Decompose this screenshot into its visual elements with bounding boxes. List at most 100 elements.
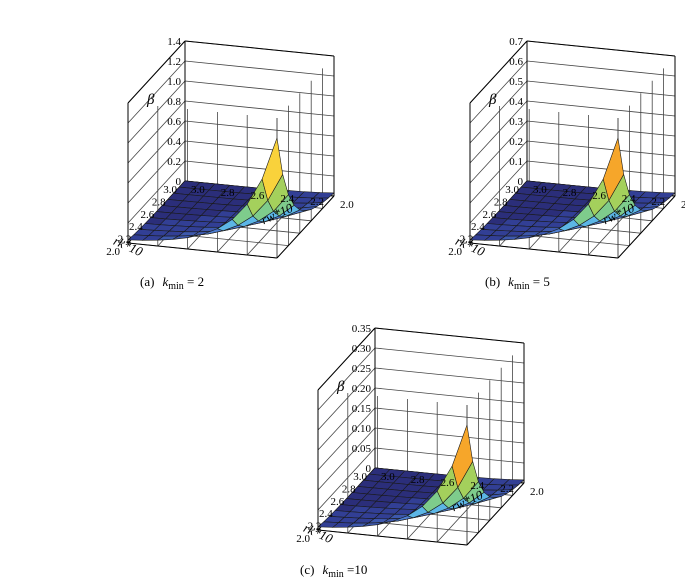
z-axis-label: β [146,92,155,108]
z-tick-label: 0.6 [509,56,523,68]
y-tick-label: 2.4 [622,193,636,205]
x-tick-label: 2.2 [308,521,322,533]
x-tick-label: 2.4 [319,508,333,520]
grid-line [317,367,376,431]
axis-line [317,327,376,391]
surface-patch [261,137,284,202]
z-tick-label: 0 [518,176,524,188]
grid-line [374,407,525,424]
axis-line [184,40,335,57]
caption-variable: k [162,274,168,289]
z-axis-label: β [488,92,497,108]
grid-line [127,140,186,204]
y-tick-label: 2.4 [280,193,294,205]
axis-line [127,40,186,104]
z-tick-label: 0.7 [509,36,523,48]
z-tick-label: 0.20 [352,383,372,395]
grid-line [469,60,528,124]
panel-caption: (c) kmin =10 [300,562,367,579]
z-tick-label: 0.1 [509,156,523,168]
caption-subscript: min [328,569,344,579]
grid-line [469,120,528,184]
x-tick-label: 3.0 [163,184,177,196]
grid-line [469,80,528,144]
z-tick-label: 0 [366,463,372,475]
panel-c: 00.050.100.150.200.250.300.352.02.02.22.… [296,323,544,579]
x-tick-label: 2.4 [129,221,143,233]
z-tick-label: 0.2 [509,136,523,148]
z-tick-label: 0.3 [509,116,523,128]
caption-variable: k [322,562,328,577]
surface-patch [602,137,625,202]
z-tick-label: 1.4 [167,36,181,48]
grid-line [184,160,335,177]
grid-line [127,120,186,184]
z-tick-label: 1.2 [167,56,181,68]
x-tick-label: 2.2 [118,234,132,246]
x-tick-label: 2.0 [106,246,120,258]
z-tick-label: 0.2 [167,156,181,168]
x-tick-label: 2.2 [460,234,474,246]
axis-line [469,242,619,259]
z-tick-label: 0.35 [352,323,372,335]
grid-line [184,60,335,77]
z-tick-label: 0.4 [509,96,523,108]
y-tick-label: 3.0 [191,184,205,196]
grid-line [526,100,676,117]
y-tick-label: 2.2 [500,483,514,495]
grid-line [469,100,528,164]
y-tick-label: 2.0 [681,199,685,211]
x-tick-label: 2.8 [342,483,356,495]
x-tick-label: 3.0 [505,184,519,196]
grid-line [127,100,186,164]
x-tick-label: 2.0 [448,246,462,258]
grid-line [317,387,376,451]
x-tick-label: 2.6 [330,496,344,508]
y-tick-label: 3.0 [381,471,395,483]
grid-line [317,407,376,471]
caption-value: = 5 [530,274,550,289]
grid-line [184,120,335,137]
grid-line [374,347,525,364]
z-tick-label: 0.8 [167,96,181,108]
grid-line [526,120,676,137]
z-tick-label: 0.10 [352,423,372,435]
axis-line [127,242,278,259]
caption-value: =10 [344,562,368,577]
z-tick-label: 0.4 [167,136,181,148]
grid-line [127,80,186,144]
axis-line [469,40,528,104]
surface-patch [451,424,474,489]
caption-value: = 2 [184,274,204,289]
panel-caption: (a) kmin = 2 [140,274,204,292]
grid-line [184,100,335,117]
grid-line [526,140,676,157]
x-tick-label: 2.8 [152,196,166,208]
grid-line [184,140,335,157]
grid-line [317,427,376,491]
x-tick-label: 2.6 [482,209,496,221]
axis-line [276,195,335,259]
grid-line [374,387,525,404]
axis-line [466,482,525,546]
axis-line [526,40,676,57]
grid-line [374,447,525,464]
axis-line [617,195,676,259]
y-tick-label: 2.2 [651,196,665,208]
grid-line [526,80,676,97]
y-tick-label: 2.6 [441,477,455,489]
panel-a: 00.20.40.60.81.01.21.42.02.02.22.22.42.4… [106,36,354,292]
caption-subscript: min [168,281,184,292]
z-tick-label: 0.25 [352,363,372,375]
caption-letter: (b) [485,274,500,289]
y-tick-label: 3.0 [533,184,547,196]
caption-letter: (a) [140,274,154,289]
caption-letter: (c) [300,562,314,577]
x-tick-label: 2.0 [296,533,310,545]
z-tick-label: 0 [176,176,182,188]
grid-line [127,160,186,224]
caption-subscript: min [514,281,530,292]
grid-line [526,160,676,177]
grid-line [127,60,186,124]
